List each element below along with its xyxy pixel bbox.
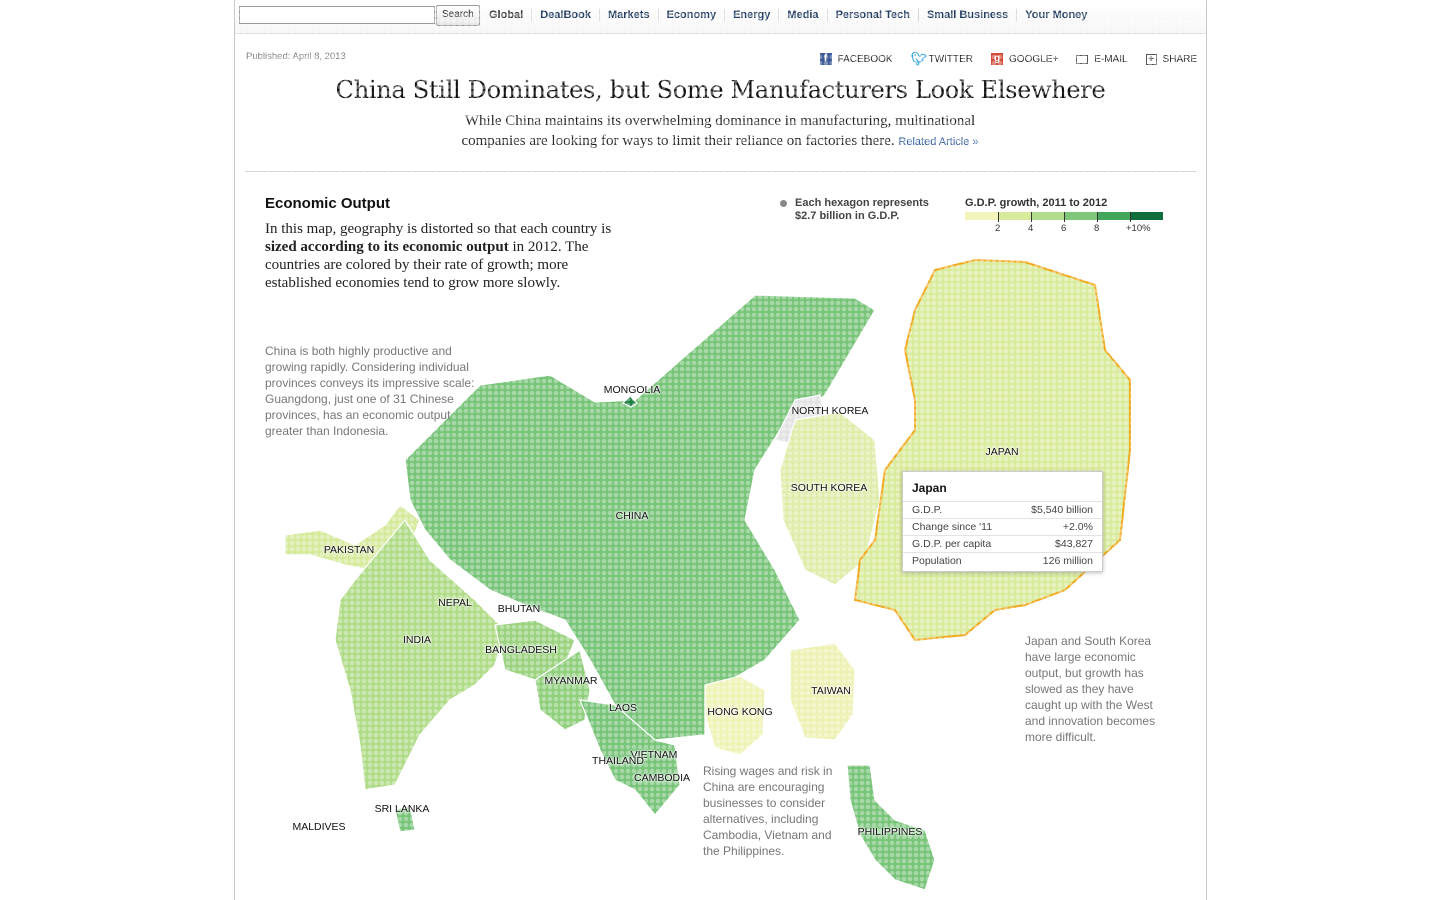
legend-swatch: [965, 212, 998, 220]
tooltip-row: G.D.P. $5,540 billion: [903, 501, 1102, 518]
country-label-sri-lanka: SRI LANKA: [374, 803, 430, 815]
country-label-thailand: THAILAND: [592, 755, 644, 767]
legend-title: G.D.P. growth, 2011 to 2012: [965, 197, 1108, 209]
legend-tick-mark: [1130, 212, 1131, 222]
growth-legend: G.D.P. growth, 2011 to 2012 2 4 6 8 +10%: [965, 197, 1163, 234]
legend-tick-label: 2: [995, 223, 1001, 234]
country-label-china: CHINA: [615, 510, 649, 522]
legend-tick-mark: [1031, 212, 1032, 222]
legend-tick-mark: [1097, 212, 1098, 222]
legend-color-bar: [965, 212, 1163, 220]
country-label-japan: JAPAN: [985, 446, 1019, 458]
legend-swatch: [1097, 212, 1130, 220]
country-label-pakistan: PAKISTAN: [323, 544, 375, 556]
tooltip-row: Change since '11 +2.0%: [903, 518, 1102, 535]
tooltip-value: $43,827: [1055, 538, 1093, 550]
tooltip-label: Change since '11: [912, 521, 993, 533]
legend-tick-label: 4: [1028, 223, 1034, 234]
tooltip-value: +2.0%: [1062, 521, 1093, 533]
country-label-maldives: MALDIVES: [292, 821, 346, 833]
intro-post: in 2012. The countries are colored by th…: [265, 239, 589, 291]
tooltip-label: Population: [912, 555, 962, 567]
country-label-laos: LAOS: [608, 702, 638, 714]
legend-tick-mark: [998, 212, 999, 222]
tooltip-value: 126 million: [1042, 555, 1093, 567]
tooltip-country: Japan: [912, 481, 947, 495]
tooltip-label: G.D.P.: [912, 504, 943, 516]
legend-swatch: [998, 212, 1031, 220]
country-label-bangladesh: BANGLADESH: [485, 644, 557, 656]
country-label-south-korea: SOUTH KOREA: [790, 482, 868, 494]
tooltip-row: Population 126 million: [903, 552, 1102, 569]
country-tooltip: Japan G.D.P. $5,540 billion Change since …: [902, 471, 1103, 572]
legend-ticks: 2 4 6 8 +10%: [965, 212, 1163, 234]
legend-tick-mark: [1064, 212, 1065, 222]
legend-swatch: [1031, 212, 1064, 220]
intro-text: In this map, geography is distorted so t…: [265, 220, 615, 292]
country-label-taiwan: TAIWAN: [811, 685, 851, 697]
country-label-india: INDIA: [402, 634, 432, 646]
china-annotation: China is both highly productive and grow…: [265, 344, 475, 438]
section-title: Economic Output: [265, 195, 390, 212]
country-label-cambodia: CAMBODIA: [633, 772, 691, 784]
japan-annotation: Japan and South Korea have large economi…: [1025, 634, 1156, 744]
legend-tick-label: +10%: [1126, 223, 1151, 234]
country-label-mongolia: MONGOLIA: [603, 384, 661, 396]
tooltip-label: G.D.P. per capita: [912, 538, 992, 550]
country-label-bhutan: BHUTAN: [497, 603, 541, 615]
country-label-myanmar: MYANMAR: [544, 675, 598, 687]
hexagon-key: Each hexagon represents $2.7 billion in …: [780, 197, 935, 223]
legend-tick-label: 8: [1094, 223, 1100, 234]
country-label-hong-kong: HONG KONG: [707, 706, 773, 718]
legend-swatch: [1064, 212, 1097, 220]
tooltip-value: $5,540 billion: [1031, 504, 1093, 516]
tooltip-row: G.D.P. per capita $43,827: [903, 535, 1102, 552]
hexagon-dot-icon: [780, 200, 787, 207]
legend-tick-label: 6: [1061, 223, 1067, 234]
hexagon-key-text: Each hexagon represents $2.7 billion in …: [795, 197, 929, 222]
country-label-north-korea: NORTH KOREA: [791, 405, 869, 417]
article-page: Search Global DealBook Markets Economy E…: [234, 0, 1207, 900]
wages-annotation: Rising wages and risk in China are encou…: [703, 764, 833, 858]
intro-bold: sized according to its economic output: [265, 239, 509, 255]
country-label-nepal: NEPAL: [438, 597, 472, 609]
legend-swatch: [1130, 212, 1163, 220]
country-label-philippines: PHILIPPINES: [857, 826, 923, 838]
country-label-vietnam: VIETNAM: [630, 749, 678, 761]
intro-pre: In this map, geography is distorted so t…: [265, 221, 612, 237]
